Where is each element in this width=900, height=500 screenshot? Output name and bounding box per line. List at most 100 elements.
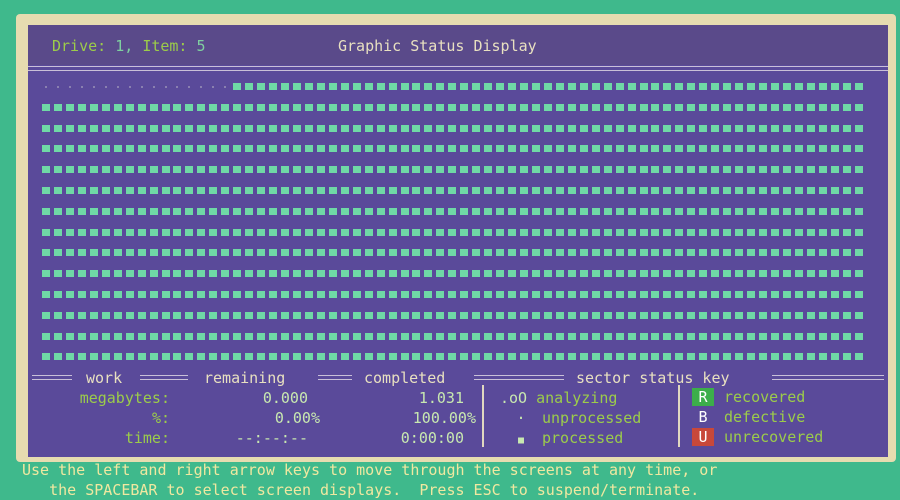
sector-processed	[101, 270, 110, 278]
sector-processed	[269, 311, 278, 319]
sector-processed	[197, 166, 206, 174]
sector-processed	[615, 145, 624, 153]
sector-processed	[818, 291, 827, 298]
sector-processed	[782, 249, 791, 257]
sector-processed	[496, 311, 505, 319]
sector-processed	[484, 332, 493, 340]
sector-processed	[806, 207, 815, 215]
help-line: Use the left and right arrow keys to mov…	[22, 461, 718, 479]
sector-processed	[328, 311, 337, 319]
sector-processed	[818, 311, 827, 319]
sector-processed	[412, 207, 421, 215]
sector-processed	[579, 353, 588, 361]
sector-processed	[579, 249, 588, 257]
sector-processed	[137, 311, 146, 319]
sector-processed	[77, 353, 86, 361]
sector-processed	[531, 228, 540, 236]
sector-processed	[42, 353, 50, 361]
sector-processed	[364, 332, 373, 340]
sector-processed	[185, 332, 194, 340]
sector-processed	[782, 103, 791, 111]
sector-processed	[412, 353, 421, 361]
sector-processed	[388, 332, 397, 340]
sector-processed	[376, 311, 385, 319]
sector-processed	[723, 103, 732, 111]
sector-processed	[782, 228, 791, 236]
sector-processed	[830, 270, 839, 278]
sector-processed	[388, 353, 397, 361]
sector-processed	[687, 166, 696, 174]
sector-processed	[520, 103, 528, 111]
sector-processed	[603, 83, 612, 90]
sector-processed	[245, 103, 254, 111]
sector-processed	[376, 103, 385, 111]
sector-processed	[711, 124, 720, 132]
sector-processed	[197, 332, 206, 340]
sector-processed	[830, 145, 839, 153]
sector-processed	[77, 291, 86, 298]
sector-processed	[376, 228, 385, 236]
sector-processed	[651, 353, 660, 361]
sector-processed	[854, 83, 863, 90]
sector-processed	[603, 228, 612, 236]
sector-processed	[531, 83, 540, 90]
sector-processed	[197, 103, 206, 111]
sector-processed	[53, 166, 62, 174]
sector-processed	[42, 124, 50, 132]
sector-processed	[543, 207, 552, 215]
sector-processed	[197, 291, 206, 298]
sector-processed	[113, 291, 122, 298]
sector-processed	[149, 332, 158, 340]
sector-processed	[639, 187, 648, 194]
sector-processed	[460, 353, 469, 361]
sector-processed	[651, 249, 660, 257]
sector-processed	[101, 353, 110, 361]
sector-unprocessed	[164, 86, 167, 88]
sector-processed	[854, 166, 863, 174]
sector-processed	[77, 332, 86, 340]
sector-processed	[424, 83, 433, 90]
sector-processed	[639, 207, 648, 215]
sector-processed	[555, 291, 564, 298]
sector-processed	[137, 228, 146, 236]
sector-processed	[316, 249, 325, 257]
sector-processed	[436, 353, 445, 361]
sector-processed	[400, 291, 409, 298]
sector-processed	[794, 228, 803, 236]
sector-processed	[770, 207, 779, 215]
sector-processed	[388, 270, 397, 278]
sector-processed	[304, 145, 313, 153]
sector-processed	[555, 83, 564, 90]
sector-processed	[448, 166, 457, 174]
sector-processed	[101, 124, 110, 132]
sector-processed	[567, 145, 576, 153]
sector-processed	[627, 270, 636, 278]
sector-processed	[197, 187, 206, 194]
sector-processed	[185, 166, 194, 174]
sector-processed	[747, 207, 756, 215]
sector-processed	[854, 207, 863, 215]
sector-processed	[328, 145, 337, 153]
sector-processed	[197, 228, 206, 236]
sector-processed	[723, 207, 732, 215]
sector-processed	[281, 124, 289, 132]
sector-processed	[340, 124, 349, 132]
sector-processed	[508, 83, 517, 90]
sector-processed	[269, 145, 278, 153]
sector-processed	[328, 249, 337, 257]
sector-processed	[185, 353, 194, 361]
divider	[482, 385, 484, 447]
sector-processed	[543, 332, 552, 340]
sector-processed	[125, 291, 134, 298]
sector-processed	[185, 145, 194, 153]
sector-processed	[364, 166, 373, 174]
sector-processed	[579, 332, 588, 340]
sector-processed	[316, 207, 325, 215]
sector-processed	[53, 124, 62, 132]
sector-processed	[281, 207, 289, 215]
sector-processed	[484, 249, 493, 257]
sector-processed	[543, 145, 552, 153]
sector-processed	[770, 83, 779, 90]
sector-processed	[830, 187, 839, 194]
